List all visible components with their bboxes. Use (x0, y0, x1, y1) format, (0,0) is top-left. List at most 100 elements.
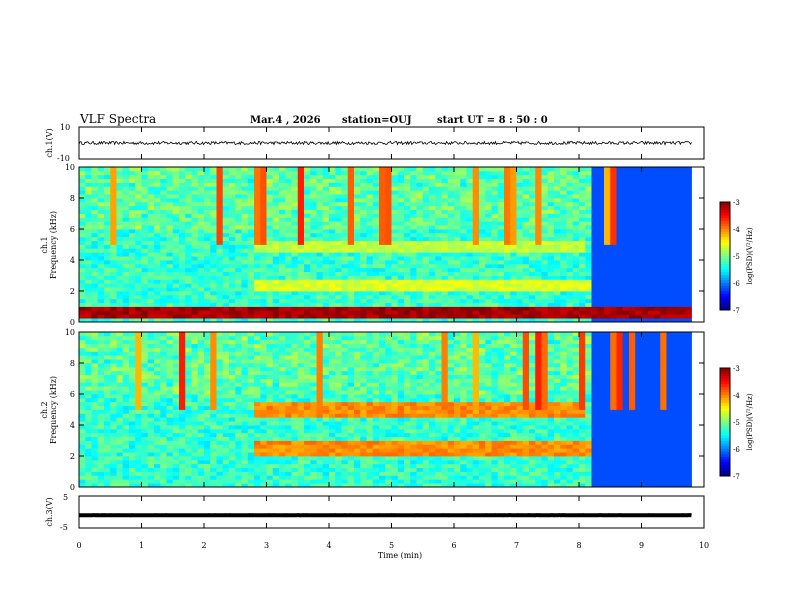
ch2-spectrogram-cell (110, 355, 117, 360)
ch1-spectrogram-cell (160, 314, 167, 319)
ch1-spectrogram-cell (622, 279, 630, 284)
ch1-spectrogram-cell (372, 244, 380, 249)
ch1-spectrogram-cell (560, 263, 567, 269)
ch2-spectrogram-cell (229, 343, 236, 348)
ch1-spectrogram-cell (347, 232, 355, 238)
ch1-spectrogram-cell (441, 283, 449, 288)
ch2-spectrogram-cell (79, 448, 86, 453)
ch1-spectrogram-cell (597, 306, 605, 311)
ch1-spectrogram-cell (422, 236, 430, 242)
ch2-spectrogram-cell (216, 351, 224, 356)
ch1-spectrogram-cell (141, 287, 149, 292)
ch1-spectrogram-cell (104, 291, 111, 296)
ch1-spectrogram-cell (622, 271, 630, 276)
ch1-spectrogram-cell (197, 170, 205, 176)
ch1-spectrogram-cell (172, 167, 180, 172)
ch2-spectrogram-cell (197, 475, 205, 480)
ch1-spectrogram-cell (391, 298, 399, 304)
ch2-spectrogram-cell (210, 401, 217, 407)
ch1-spectrogram-cell (154, 182, 161, 187)
ch2-spectrogram-cell (160, 436, 167, 441)
ch1-spectrogram-cell (679, 314, 686, 319)
ch1-spectrogram-cell (172, 256, 180, 261)
ch1-spectrogram-cell (247, 291, 255, 296)
ch1-spectrogram-cell (410, 232, 417, 238)
ch1-spectrogram-cell (585, 213, 592, 218)
ch2-spectrogram-cell (172, 374, 180, 379)
ch1-spectrogram-cell (379, 318, 386, 323)
ch1-spectrogram-cell (535, 182, 542, 187)
ch1-spectrogram-cell (585, 178, 592, 183)
ch1-spectrogram-cell (279, 256, 286, 261)
ch1-spectrogram-cell (229, 205, 236, 211)
ch2-spectrogram-cell (116, 397, 124, 403)
ch1-spectrogram-cell (541, 182, 549, 187)
ch1-spectrogram-cell (122, 310, 130, 315)
ch1-spectrogram-cell (579, 267, 586, 273)
ch2-spectrogram-cell (116, 409, 124, 414)
ch1-spectrogram-cell (216, 236, 224, 242)
ch1-spectrogram-cell (679, 178, 686, 183)
ch2-spectrogram-cell (216, 425, 224, 430)
ch1-spectrogram-cell (372, 198, 380, 203)
ch1-spectrogram-cell (260, 275, 267, 280)
ch1-spectrogram-cell (97, 178, 105, 183)
ch1-spectrogram-cell (291, 213, 299, 218)
ch1-spectrogram-cell (97, 271, 105, 276)
ch1-spectrogram-cell (460, 248, 467, 253)
ch1-spectrogram-cell (235, 287, 242, 292)
ch1-spectrogram-cell (247, 186, 255, 191)
ch1-spectrogram-cell (341, 256, 349, 261)
ch1-spectrogram-cell (110, 275, 117, 280)
ch1-spectrogram-cell (85, 318, 92, 323)
ch1-spectrogram-cell (547, 190, 555, 195)
ch1-spectrogram-cell (560, 248, 567, 253)
ch1-spectrogram-cell (685, 248, 692, 253)
ch1-spectrogram-cell (622, 252, 630, 257)
ch1-spectrogram-cell (335, 306, 342, 311)
ch1-spectrogram-cell (391, 182, 399, 187)
ch1-spectrogram-cell (429, 310, 436, 315)
ch2-spectrogram-cell (229, 382, 236, 387)
ch1-spectrogram-cell (479, 244, 486, 249)
ch1-spectrogram-cell (660, 213, 667, 218)
ch1-spectrogram-cell (291, 236, 299, 242)
ch1-spectrogram-cell (497, 182, 505, 187)
ch1-spectrogram-cell (654, 217, 661, 222)
ch1-spectrogram-cell (641, 260, 649, 265)
ch1-spectrogram-cell (279, 232, 286, 238)
ch1-spectrogram-cell (397, 260, 405, 265)
ch1-spectrogram-cell (329, 232, 336, 238)
ch1-spectrogram-cell (504, 178, 511, 183)
ch1-spectrogram-cell (216, 240, 224, 245)
ch1-spectrogram-cell (297, 205, 305, 211)
ch1-spectrogram-cell (385, 240, 392, 245)
ch1-spectrogram-cell (472, 302, 480, 307)
ch2-spectrogram-cell (235, 425, 242, 430)
ch1-spectrogram-cell (560, 201, 567, 207)
ch1-spectrogram-cell (654, 198, 661, 203)
ch1-spectrogram-cell (272, 217, 280, 222)
ch1-spectrogram-cell (497, 205, 505, 211)
ch1-spectrogram-cell (222, 310, 230, 315)
ch1-spectrogram-cell (141, 306, 149, 311)
ch1-spectrogram-cell (572, 221, 580, 226)
ch1-spectrogram-cell (241, 178, 249, 183)
ch2-spectrogram-cell (116, 436, 124, 441)
ch1-spectrogram-cell (629, 232, 636, 238)
ch2-spectrogram-cell (79, 463, 86, 469)
ch1-spectrogram-cell (547, 260, 555, 265)
ch1-spectrogram-cell (129, 205, 136, 211)
ch2-spectrogram-cell (85, 355, 92, 360)
ch1-spectrogram-cell (122, 267, 130, 273)
ch2-spectrogram-cell (235, 347, 242, 352)
ch1-spectrogram-cell (122, 263, 130, 269)
ch1-spectrogram-cell (260, 170, 267, 176)
ch1-spectrogram-cell (172, 279, 180, 284)
ch1-spectrogram-cell (641, 174, 649, 180)
ch1-spectrogram-cell (504, 291, 511, 296)
ch2-spectrogram-cell (154, 479, 161, 484)
ch1-spectrogram-cell (579, 209, 586, 214)
ch1-spectrogram-cell (479, 174, 486, 180)
ch2-spectrogram-cell (172, 417, 180, 422)
